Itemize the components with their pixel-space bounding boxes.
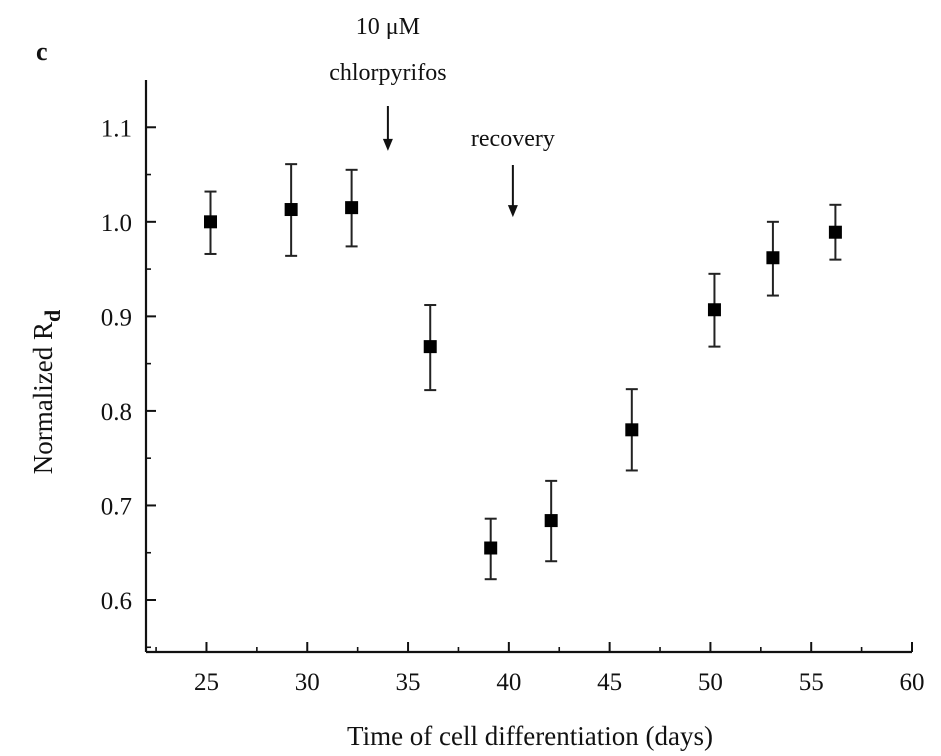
data-points — [204, 163, 842, 581]
marker-square — [544, 514, 558, 528]
x-tick-label: 30 — [295, 669, 320, 696]
x-tick-label: 50 — [698, 669, 723, 696]
annotations: 10 μM chlorpyrifos recovery — [329, 14, 555, 218]
x-tick-label: 35 — [396, 669, 421, 696]
marker-square — [423, 340, 437, 354]
annotation-arrow-head — [382, 138, 393, 151]
data-point — [204, 190, 218, 255]
annotation: 10 μM chlorpyrifos — [329, 14, 447, 151]
data-point — [828, 203, 842, 261]
marker-square — [828, 225, 842, 239]
marker-square — [484, 541, 498, 555]
marker-square — [345, 201, 359, 215]
data-point — [423, 304, 437, 392]
x-tick-label: 25 — [194, 669, 219, 696]
x-axis-title: Time of cell differentiation (days) — [347, 721, 713, 751]
annotation-text: recovery — [471, 126, 555, 152]
data-point — [544, 479, 558, 563]
y-tick-label: 1.1 — [101, 115, 132, 142]
ticks: 25 30 35 40 45 50 55 60 0.6 0.7 0.8 0.9 1.0 1.1 — [101, 115, 925, 696]
y-axis-title-subscript: d — [40, 310, 65, 322]
y-axis-title-main: Normalized R — [28, 322, 58, 474]
y-tick-label: 0.7 — [101, 493, 132, 520]
marker-square — [707, 303, 721, 317]
y-tick-label: 0.8 — [101, 399, 132, 426]
data-point — [284, 163, 298, 257]
y-tick-label: 0.9 — [101, 304, 132, 331]
data-point — [345, 168, 359, 248]
data-point — [766, 220, 780, 297]
marker-square — [625, 423, 639, 437]
x-tick-label: 40 — [496, 669, 521, 696]
data-point — [707, 272, 721, 348]
annotation-text: 10 μM — [356, 14, 420, 40]
y-tick-label: 0.6 — [101, 588, 132, 615]
panel-label: c — [36, 37, 48, 66]
x-tick-label: 45 — [597, 669, 622, 696]
marker-square — [766, 251, 780, 265]
marker-square — [204, 215, 218, 229]
annotation-text: chlorpyrifos — [329, 60, 446, 86]
x-tick-label: 60 — [900, 669, 925, 696]
marker-square — [284, 203, 298, 217]
data-point — [484, 517, 498, 581]
annotation: recovery — [471, 126, 555, 218]
x-tick-label: 55 — [799, 669, 824, 696]
annotation-arrow-head — [507, 205, 518, 218]
y-tick-label: 1.0 — [101, 210, 132, 237]
y-axis-title: Normalized Rd — [28, 310, 65, 474]
data-point — [625, 388, 639, 472]
axes — [144, 80, 912, 654]
